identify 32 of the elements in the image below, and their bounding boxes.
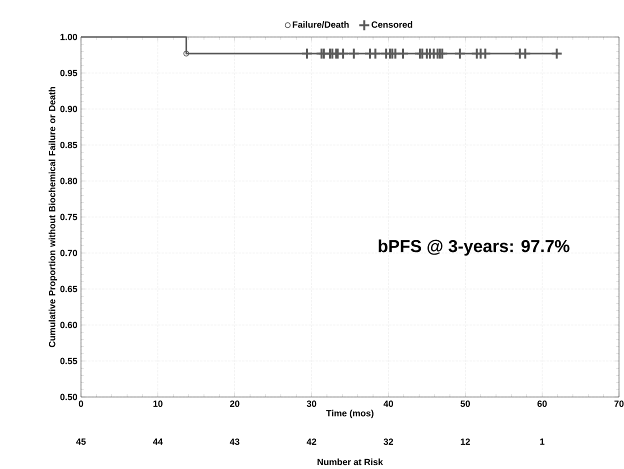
y-axis-title: Cumulative Proportion without Biochemical Failure or Death	[48, 87, 58, 348]
legend-label: Failure/Death	[292, 21, 349, 28]
y-tick-label: 1.00	[60, 34, 78, 40]
legend-label: Censored	[372, 21, 412, 28]
text: 45	[76, 438, 86, 445]
y-tick-label: 0.55	[60, 358, 78, 364]
x-axis-title: Time (mos)	[326, 410, 374, 418]
text: Number at Risk	[318, 458, 384, 466]
text: 44	[152, 438, 163, 445]
y-tick-label: 0.80	[60, 178, 78, 184]
annotation: bPFS @ 3-years: 97.7%	[378, 240, 570, 256]
y-tick-label: 0.85	[60, 142, 78, 148]
text: 1	[540, 438, 544, 445]
y-tick-label: 0.50	[60, 394, 78, 400]
x-tick-label: 60	[537, 400, 547, 407]
text: 12	[460, 438, 470, 445]
x-tick-label: 10	[153, 400, 162, 407]
text: 43	[230, 438, 240, 445]
y-tick-label: 0.65	[60, 286, 78, 292]
x-tick-label: 50	[460, 400, 470, 407]
text: 32	[384, 438, 394, 445]
x-tick-label: 30	[306, 400, 316, 407]
x-tick-label: 0	[78, 400, 84, 407]
x-tick-label: 70	[614, 400, 624, 407]
y-tick-label: 0.70	[60, 250, 78, 256]
y-tick-label: 0.60	[60, 322, 78, 328]
text: 42	[306, 438, 316, 445]
x-tick-label: 40	[384, 400, 394, 407]
x-tick-label: 20	[230, 400, 240, 407]
y-tick-label: 0.95	[60, 70, 78, 76]
y-tick-label: 0.75	[60, 214, 78, 220]
y-tick-label: 0.90	[60, 106, 78, 112]
